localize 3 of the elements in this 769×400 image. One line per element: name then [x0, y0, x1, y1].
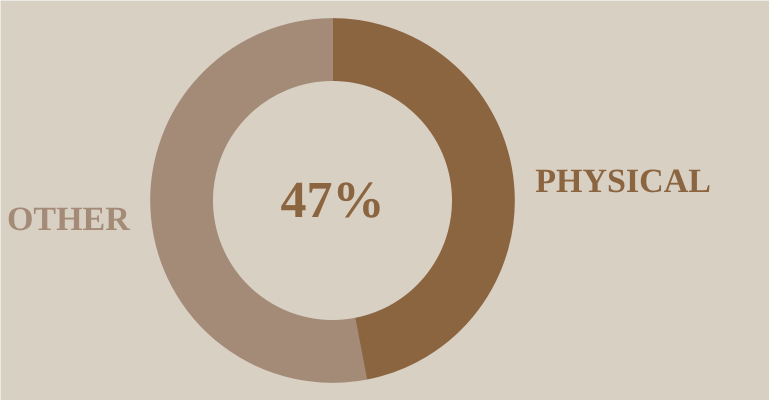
slice-label: PHYSICAL	[535, 162, 711, 200]
text: 47%	[280, 172, 384, 229]
slice-label: OTHER	[6, 201, 130, 238]
